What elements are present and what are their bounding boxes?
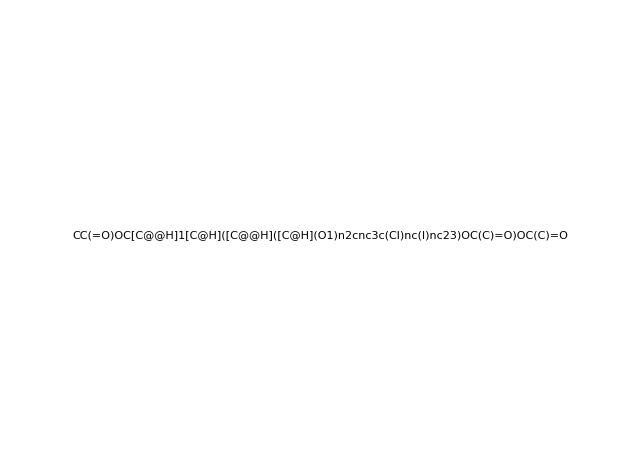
- Text: CC(=O)OC[C@@H]1[C@H]([C@@H]([C@H](O1)n2cnc3c(Cl)nc(I)nc23)OC(C)=O)OC(C)=O: CC(=O)OC[C@@H]1[C@H]([C@@H]([C@H](O1)n2c…: [72, 230, 568, 240]
